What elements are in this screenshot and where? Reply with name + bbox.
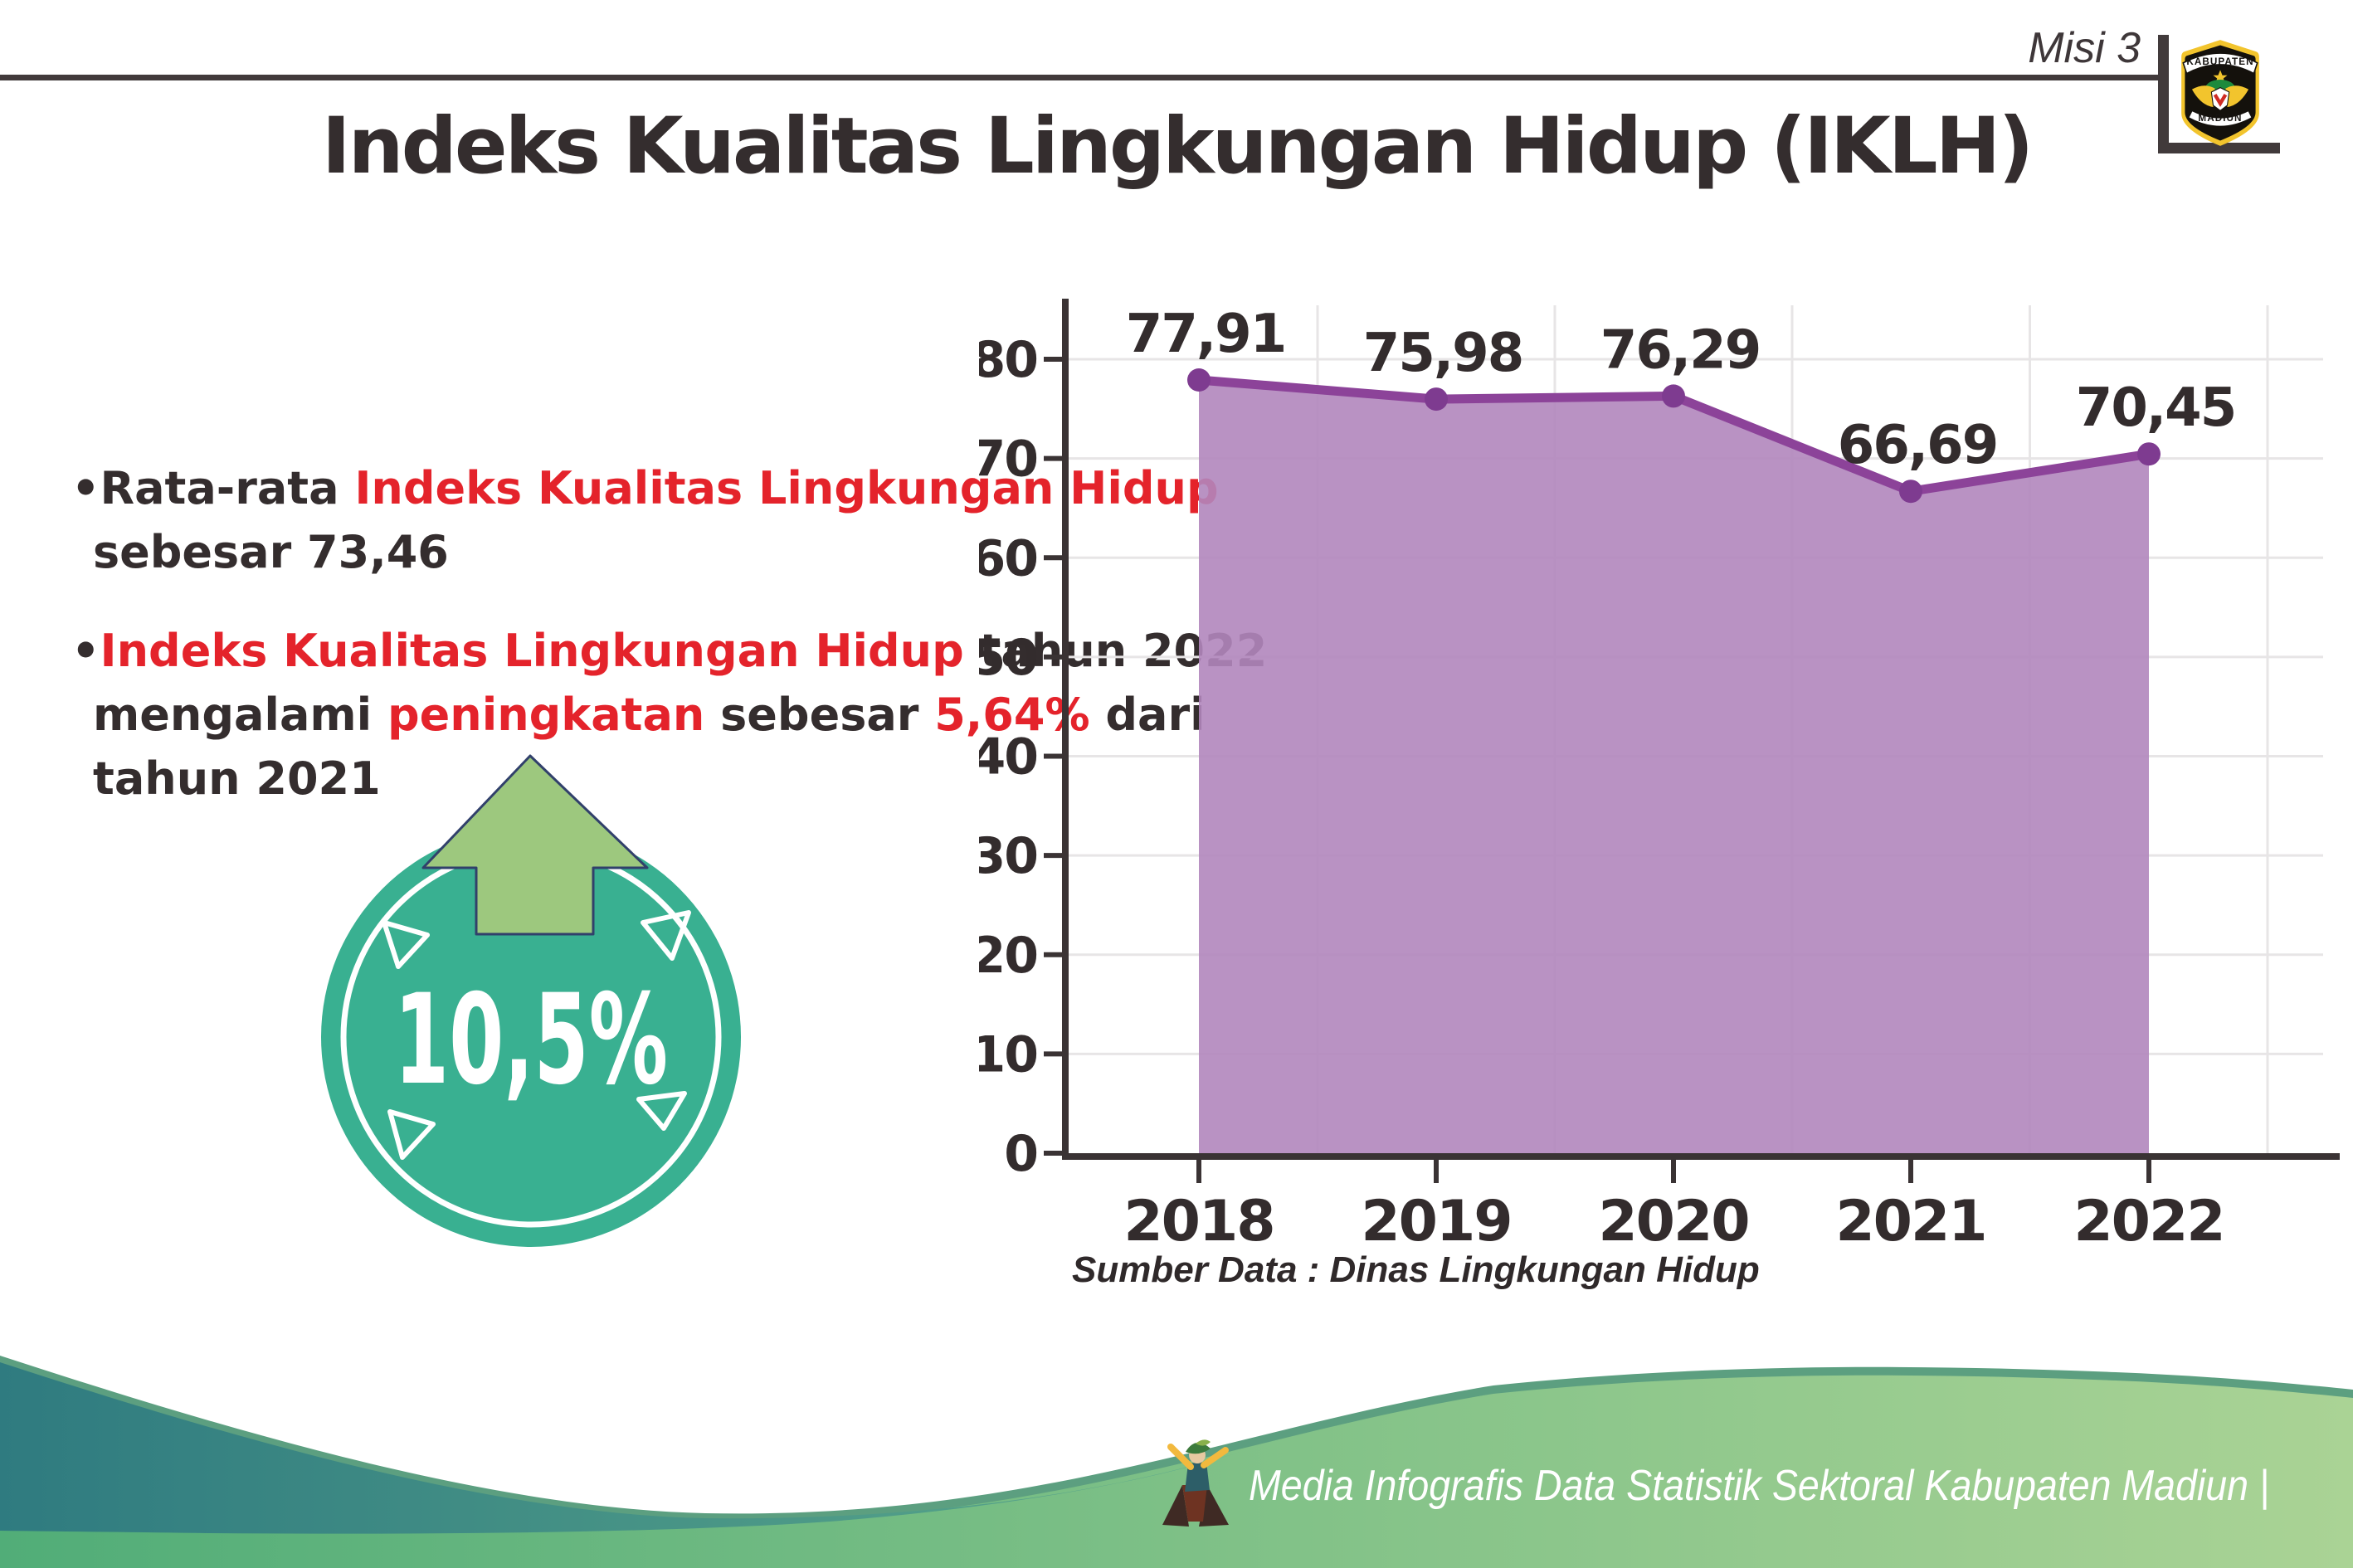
- svg-text:2022: 2022: [2073, 1189, 2224, 1254]
- svg-text:76,29: 76,29: [1600, 319, 1760, 381]
- svg-text:2021: 2021: [1835, 1189, 1985, 1254]
- logo-center-shield: [2210, 87, 2230, 111]
- footer-caption: Media Infografis Data Statistik Sektoral…: [1249, 1462, 2269, 1510]
- svg-text:70: 70: [979, 431, 1037, 489]
- footer-wave: Media Infografis Data Statistik Sektoral…: [0, 1356, 2353, 1568]
- svg-text:20: 20: [979, 927, 1037, 985]
- svg-text:40: 40: [979, 728, 1037, 786]
- footer-wave-teal: [0, 1362, 1240, 1534]
- page-title: Indeks Kualitas Lingkungan Hidup (IKLH): [321, 101, 2034, 192]
- svg-text:0: 0: [1004, 1125, 1037, 1183]
- svg-text:70,45: 70,45: [2076, 377, 2235, 439]
- badge-accent-triangle: [636, 1091, 687, 1131]
- svg-text:30: 30: [979, 827, 1037, 885]
- header-rule: [0, 75, 2162, 80]
- badge-value: 10,5%: [394, 968, 668, 1113]
- svg-text:10: 10: [979, 1025, 1037, 1083]
- up-arrow-icon: [421, 754, 649, 936]
- svg-text:2018: 2018: [1123, 1189, 1274, 1254]
- badge-accent-triangle: [641, 910, 691, 961]
- badge-accent-triangle: [387, 1109, 436, 1160]
- logo-left-wing-icon: [2191, 85, 2215, 108]
- logo-bottom-ribbon: [2187, 110, 2253, 128]
- svg-text:80: 80: [979, 331, 1037, 389]
- logo-top-ribbon: [2182, 52, 2258, 75]
- svg-text:77,91: 77,91: [1126, 304, 1285, 365]
- svg-text:KABUPATEN: KABUPATEN: [2186, 56, 2253, 67]
- svg-text:60: 60: [979, 529, 1037, 587]
- logo-frame-vertical: [2158, 35, 2169, 153]
- svg-text:50: 50: [979, 629, 1037, 687]
- mascot-icon: [1162, 1439, 1229, 1527]
- logo-frame-horizontal: [2158, 143, 2280, 153]
- svg-text:2020: 2020: [1598, 1189, 1748, 1254]
- misi-label: Misi 3: [2028, 24, 2141, 72]
- svg-text:MADIUN: MADIUN: [2198, 113, 2242, 124]
- svg-text:2019: 2019: [1361, 1189, 1511, 1254]
- source-note: Sumber Data : Dinas Lingkungan Hidup: [1072, 1249, 1760, 1290]
- bullet-average-iklh: •Rata-rata Indeks Kualitas Lingkungan Hi…: [71, 462, 1219, 578]
- svg-text:75,98: 75,98: [1363, 323, 1522, 384]
- increase-badge: 10,5%: [321, 754, 741, 1247]
- logo-right-wing-icon: [2225, 85, 2249, 108]
- kabupaten-madiun-logo-icon: KABUPATEN MADIUN: [2181, 40, 2259, 146]
- iklh-area-chart: 0 10 20 30 40 50 60 70 80 77,91 75,98 76,29 66,69 70,…: [979, 299, 2340, 1254]
- badge-accent-triangle: [382, 920, 430, 969]
- svg-text:66,69: 66,69: [1838, 415, 1997, 476]
